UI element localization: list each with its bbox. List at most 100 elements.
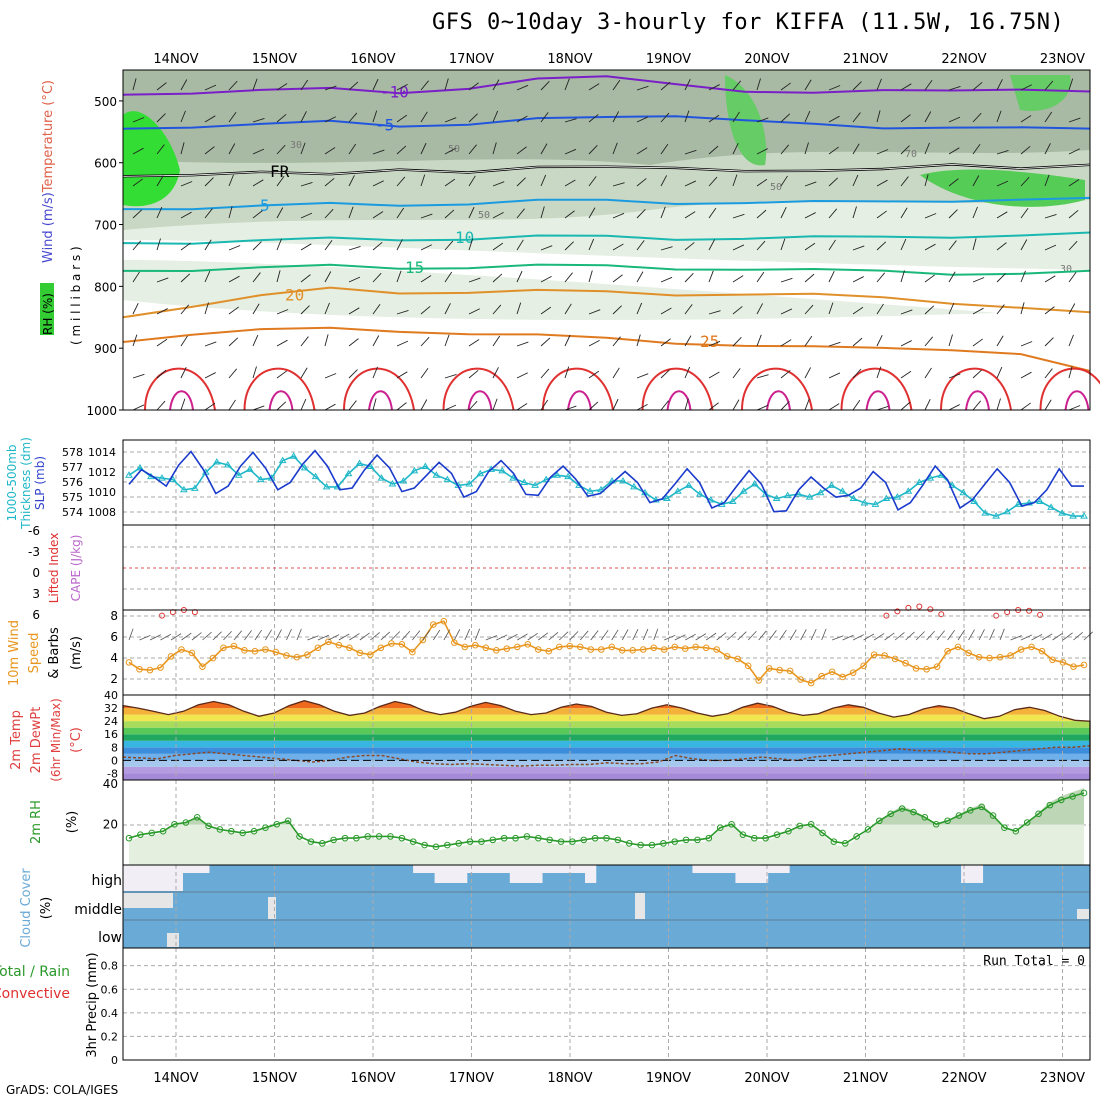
lifted-point	[927, 606, 934, 613]
wind-barb	[780, 238, 786, 251]
thickness-point	[465, 479, 474, 487]
wind-barb	[780, 277, 793, 283]
wind-barb	[564, 78, 570, 91]
wind-barb	[924, 305, 935, 315]
temp-band	[123, 734, 1090, 741]
wind-barb	[420, 244, 432, 251]
wind-barb	[876, 272, 886, 283]
wind10-point	[178, 646, 185, 653]
wind-barb	[300, 398, 307, 411]
wind-barb	[444, 303, 451, 315]
wind-barb	[444, 209, 455, 219]
date-bottom: 17NOV	[449, 1071, 494, 1086]
wind-barb	[948, 178, 959, 187]
wind-barb	[708, 207, 717, 219]
hot-loop	[268, 390, 294, 411]
warm-loop	[144, 367, 216, 411]
wind-barb	[156, 369, 167, 379]
wind-barb	[492, 110, 499, 123]
thickness-point	[1003, 507, 1012, 515]
wind-tick: 6	[110, 630, 118, 644]
thickness-point	[827, 481, 836, 488]
wind10-point	[881, 652, 888, 659]
wind10-point	[587, 646, 595, 653]
cloud-high-gap	[456, 865, 468, 883]
wind-barb	[588, 145, 598, 155]
wind-barb-10m	[265, 629, 272, 641]
rh2m-point	[364, 833, 372, 840]
wind10-point	[503, 645, 511, 652]
wind-barb	[324, 85, 337, 91]
rh2m-point	[500, 834, 508, 842]
wind-barb	[252, 366, 257, 379]
thickness-point	[245, 465, 254, 472]
wind10-point	[1070, 663, 1077, 670]
wind10-point	[566, 642, 574, 650]
cloud-high-gap	[585, 865, 597, 883]
wind-barb	[372, 149, 385, 155]
wind-barb	[204, 372, 216, 379]
wind-barb	[468, 277, 481, 283]
wind-barb-10m	[852, 634, 864, 641]
rh2m-point	[1035, 810, 1042, 818]
wind-barb	[492, 367, 499, 379]
thickness-point	[1047, 503, 1055, 510]
wind-barb-10m	[307, 635, 319, 641]
wind-barb	[492, 242, 504, 251]
wind-barb	[828, 177, 839, 187]
date-bottom: 19NOV	[646, 1071, 691, 1086]
date-top: 21NOV	[843, 52, 888, 67]
rh2m-point	[864, 826, 872, 833]
warm-loop	[840, 367, 913, 411]
rh-clear-band	[123, 240, 1090, 320]
wind-barb	[972, 277, 985, 283]
wind-barb	[852, 174, 859, 187]
wind10-point	[902, 659, 909, 667]
thickness-point	[234, 471, 243, 478]
thickness-tick: 577	[62, 461, 83, 474]
upper-ylabel: Wind (m/s)Temperature (°C)	[41, 80, 56, 263]
wind-barb	[756, 78, 761, 91]
wind-barb	[276, 144, 286, 155]
isotherm-label--10: -10	[380, 82, 409, 101]
wind-barb	[972, 175, 980, 187]
wind-barb	[924, 243, 936, 251]
wind-barb	[492, 142, 497, 155]
wind10-point	[912, 665, 920, 672]
warm-loop	[442, 367, 515, 411]
wind-barb	[684, 304, 693, 315]
lifted-tick: 3	[32, 587, 40, 601]
isotherm-5	[122, 196, 1091, 211]
lifted-tick: -3	[28, 545, 40, 559]
wind-barb	[516, 115, 528, 123]
date-bottom: 21NOV	[843, 1071, 888, 1086]
lifted-point	[1026, 607, 1033, 614]
wind-barb	[1020, 176, 1030, 187]
wind-barb	[156, 206, 163, 219]
wind-barb	[828, 85, 841, 91]
thickness-point	[542, 475, 551, 483]
wind-barb	[132, 373, 145, 379]
wind10-point	[996, 653, 1004, 661]
wind-barb	[180, 273, 191, 283]
wind-barb-10m	[653, 628, 659, 641]
wind-barb	[1020, 84, 1032, 91]
wind-barb	[924, 174, 929, 187]
wind-barb	[564, 148, 577, 155]
wind-barb-10m	[779, 629, 787, 641]
slp-label: SLP (mb)	[33, 456, 47, 510]
isotherm--10	[122, 75, 1091, 96]
wind-barb-10m	[317, 634, 330, 641]
wind-barb	[756, 240, 766, 251]
wind-barb-10m	[758, 630, 767, 641]
wind-barb-10m	[842, 634, 854, 641]
wind10-point	[534, 646, 542, 653]
wind-label-4: (m/s)	[69, 636, 84, 670]
wind-barb	[732, 399, 740, 411]
wind-barb	[972, 144, 981, 155]
thickness-point	[904, 487, 913, 494]
thickness-point	[476, 469, 485, 477]
temp-band	[123, 727, 1090, 735]
wind-barb-10m	[999, 628, 1005, 641]
wind-barb	[1068, 209, 1079, 219]
